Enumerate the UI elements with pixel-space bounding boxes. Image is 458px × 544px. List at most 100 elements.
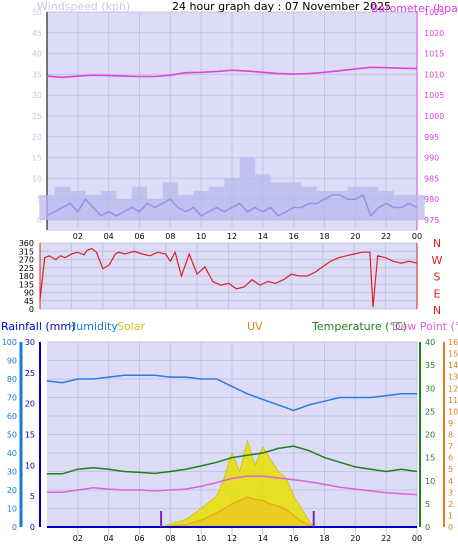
solar-tick-label: 10 <box>25 461 35 470</box>
wind-tick-label: 30 <box>32 91 42 100</box>
humidity-tick-label: 10 <box>7 505 17 514</box>
wind-tick-label: 15 <box>32 154 42 163</box>
wind-x-tick-label: 12 <box>227 232 237 241</box>
rain-x-tick-label: 16 <box>289 534 299 543</box>
humidity-tick-label: 80 <box>7 375 17 384</box>
rain-x-tick-label: 22 <box>381 534 391 543</box>
humidity-tick-label: 40 <box>7 449 17 458</box>
gust-bar <box>54 186 71 220</box>
gust-bar <box>363 186 379 220</box>
uv-tick-label: 12 <box>448 384 458 393</box>
uv-tick-label: 2 <box>448 500 453 509</box>
compass-label: N <box>433 304 441 317</box>
temperature-tick-label: 40 <box>425 338 435 347</box>
humidity-tick-label: 90 <box>7 357 17 366</box>
gust-bar <box>378 190 394 220</box>
barometer-tick-label: 1020 <box>424 29 444 38</box>
wind-axis-label: Windspeed (kph) <box>37 0 130 13</box>
compass-label: N <box>433 237 441 250</box>
gust-bar <box>147 199 163 220</box>
barometer-tick-label: 980 <box>424 195 439 204</box>
wind-tick-label: 10 <box>32 174 42 183</box>
uv-tick-label: 4 <box>448 477 453 486</box>
temperature-tick-label: 15 <box>425 454 435 463</box>
temperature-tick-label: 0 <box>425 523 430 532</box>
rainfall-label: Rainfall (mm) <box>1 320 75 333</box>
temperature-tick-label: 30 <box>425 384 435 393</box>
gust-bar <box>347 186 364 220</box>
wind-x-tick-label: 10 <box>196 232 206 241</box>
wind-x-tick-label: 02 <box>73 232 83 241</box>
wind-x-tick-label: 20 <box>350 232 360 241</box>
wind-x-tick-label: 04 <box>104 232 114 241</box>
direction-tick-label: 225 <box>19 264 34 273</box>
solar-tick-label: 20 <box>25 400 35 409</box>
gust-bar <box>85 195 101 220</box>
barometer-tick-label: 995 <box>424 133 439 142</box>
wind-tick-label: 35 <box>32 70 42 79</box>
gust-bar <box>208 186 225 220</box>
gust-bar <box>70 190 86 220</box>
gust-bar <box>255 174 271 220</box>
temperature-tick-label: 35 <box>425 361 435 370</box>
humidity-tick-label: 70 <box>7 394 17 403</box>
direction-tick-label: 45 <box>24 297 34 306</box>
direction-tick-label: 0 <box>29 305 34 314</box>
solar-tick-label: 15 <box>25 431 35 440</box>
wind-x-tick-label: 06 <box>134 232 144 241</box>
temperature-tick-label: 5 <box>425 500 430 509</box>
temperature-tick-label: 10 <box>425 477 435 486</box>
uv-tick-label: 0 <box>448 523 453 532</box>
barometer-line <box>46 66 418 79</box>
gust-bar <box>39 195 55 220</box>
humidity-tick-label: 50 <box>7 431 17 440</box>
barometer-tick-label: 1025 <box>424 8 444 17</box>
humidity-tick-label: 60 <box>7 412 17 421</box>
humidity-tick-label: 20 <box>7 486 17 495</box>
wind-x-tick-label: 00 <box>412 232 422 241</box>
humidity-line <box>46 374 417 412</box>
uv-tick-label: 15 <box>448 350 458 359</box>
gust-bar <box>393 195 410 220</box>
uv-tick-label: 1 <box>448 511 453 520</box>
uv-tick-label: 11 <box>448 396 458 405</box>
rain-x-tick-label: 14 <box>258 534 268 543</box>
barometer-tick-label: 1005 <box>424 91 444 100</box>
uv-tick-label: 6 <box>448 454 453 463</box>
barometer-axis-label: Barometer (hpa) <box>371 2 458 15</box>
uv-tick-label: 16 <box>448 338 458 347</box>
solar-tick-label: 0 <box>30 523 35 532</box>
uv-tick-label: 13 <box>448 373 458 382</box>
solar-label: Solar <box>117 320 146 333</box>
rain-x-tick-label: 18 <box>319 534 329 543</box>
gust-bar <box>178 195 194 220</box>
barometer-tick-label: 1015 <box>424 50 444 59</box>
temperature-line <box>47 445 418 475</box>
rain-x-tick-label: 10 <box>196 534 206 543</box>
rain-x-tick-label: 00 <box>412 534 422 543</box>
gust-bar <box>270 182 286 220</box>
gust-bar <box>409 195 425 220</box>
uv-tick-label: 14 <box>448 361 458 370</box>
temperature-tick-label: 25 <box>425 407 435 416</box>
barometer-tick-label: 990 <box>424 154 439 163</box>
gust-bar <box>100 190 117 220</box>
compass-label: W <box>432 254 443 267</box>
direction-tick-label: 315 <box>19 247 34 256</box>
gust-bar <box>131 186 148 220</box>
temperature-tick-label: 20 <box>425 431 435 440</box>
rain-x-tick-label: 06 <box>134 534 144 543</box>
barometer-tick-label: 985 <box>424 174 439 183</box>
rain-x-tick-label: 02 <box>73 534 83 543</box>
rain-x-tick-label: 04 <box>104 534 114 543</box>
direction-tick-label: 180 <box>19 272 34 281</box>
gust-bar <box>193 190 209 220</box>
gust-bar <box>301 186 317 220</box>
wind-tick-label: 40 <box>32 50 42 59</box>
wind-x-tick-label: 08 <box>165 232 175 241</box>
solar-tick-label: 30 <box>25 338 35 347</box>
wind-direction-line <box>39 247 418 308</box>
uv-tick-label: 9 <box>448 419 453 428</box>
wind-x-tick-label: 18 <box>319 232 329 241</box>
